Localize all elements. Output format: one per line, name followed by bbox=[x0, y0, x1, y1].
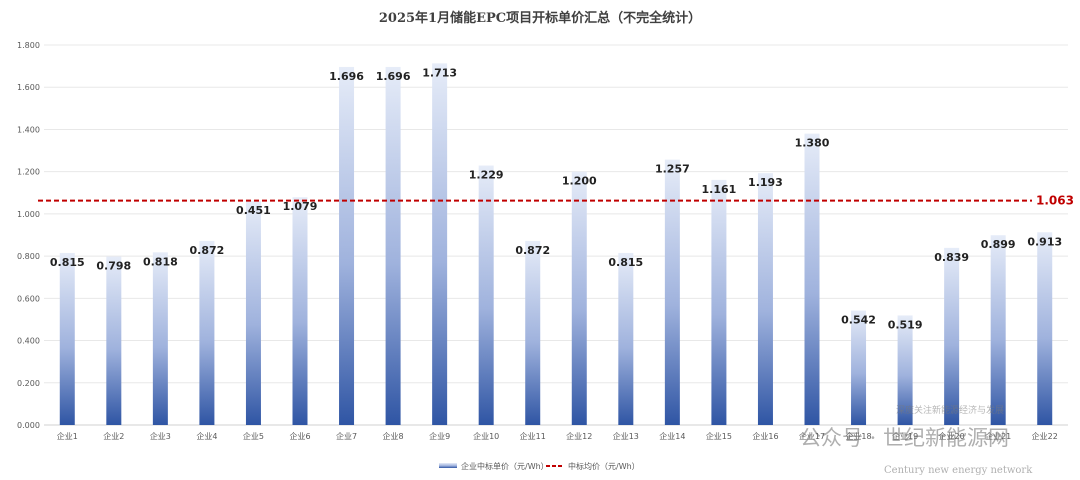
watermark-line-2: Century new energy network bbox=[884, 465, 1033, 476]
bar bbox=[478, 165, 494, 426]
watermark: 公众号 · 世纪新能源网 Century new energy network … bbox=[800, 404, 1033, 476]
legend: 企业中标单价（元/Wh） 中标均价（元/Wh） bbox=[439, 461, 640, 471]
bar bbox=[571, 171, 587, 425]
watermark-line-3: 深度关注新能源经济与发展 bbox=[896, 404, 1004, 416]
watermark-line-1: 公众号 · 世纪新能源网 bbox=[800, 426, 1009, 450]
average-line-group: 1.063 bbox=[38, 194, 1074, 208]
bar bbox=[59, 252, 75, 425]
data-label: 1.257 bbox=[655, 163, 690, 176]
x-tick-label: 企业15 bbox=[706, 431, 732, 441]
y-tick-label: 0.200 bbox=[17, 379, 40, 388]
x-axis-tick-labels: 企业1 企业2 企业3 企业4 企业5 企业6 企业7 企业8 企业9 企业10 企业11 企业12 企… bbox=[57, 431, 1058, 441]
data-label: 1.200 bbox=[562, 175, 597, 188]
x-tick-label: 企业20 bbox=[939, 431, 965, 441]
data-label: 0.519 bbox=[888, 318, 923, 331]
x-tick-label: 企业5 bbox=[243, 431, 264, 441]
x-tick-label: 企业2 bbox=[103, 431, 124, 441]
bar bbox=[292, 197, 308, 425]
gridlines bbox=[44, 44, 1068, 426]
x-tick-label: 企业11 bbox=[520, 431, 546, 441]
data-label: 0.913 bbox=[1027, 235, 1062, 248]
x-tick-label: 企业21 bbox=[985, 431, 1011, 441]
chart-title: 2025年1月储能EPC项目开标单价汇总（不完全统计） bbox=[379, 10, 701, 26]
data-label: 0.815 bbox=[608, 256, 643, 269]
data-label: 0.899 bbox=[981, 238, 1016, 251]
x-tick-label: 企业1 bbox=[57, 431, 78, 441]
bar bbox=[106, 256, 122, 425]
data-label: 0.815 bbox=[50, 256, 85, 269]
data-label: 1.713 bbox=[422, 66, 457, 79]
x-tick-label: 企业3 bbox=[150, 431, 171, 441]
data-label: 0.872 bbox=[515, 244, 550, 257]
average-line-label: 1.063 bbox=[1036, 194, 1074, 208]
data-label: 0.818 bbox=[143, 255, 178, 268]
x-tick-label: 企业14 bbox=[659, 431, 685, 441]
bar bbox=[199, 240, 215, 425]
x-tick-label: 企业8 bbox=[383, 431, 404, 441]
bar bbox=[990, 235, 1006, 425]
bar bbox=[804, 133, 820, 425]
bar bbox=[851, 310, 867, 425]
y-tick-label: 0.000 bbox=[17, 421, 40, 430]
bar bbox=[664, 159, 680, 425]
legend-label-line: 中标均价（元/Wh） bbox=[568, 461, 640, 471]
x-tick-label: 企业6 bbox=[289, 431, 310, 441]
bar bbox=[897, 315, 913, 425]
y-tick-label: 1.000 bbox=[17, 210, 40, 219]
data-label: 1.696 bbox=[329, 70, 364, 83]
legend-label-bar: 企业中标单价（元/Wh） bbox=[461, 461, 549, 471]
data-label: 0.839 bbox=[934, 251, 969, 264]
data-labels: 0.815 0.798 0.818 0.872 0.451 1.079 1.696 1.696… bbox=[50, 66, 1062, 331]
y-axis-tick-labels: 0.000 0.200 0.400 0.600 0.800 1.000 1.200 1.400… bbox=[17, 41, 40, 430]
x-tick-label: 企业10 bbox=[473, 431, 499, 441]
bar bbox=[152, 252, 168, 425]
y-tick-label: 1.200 bbox=[17, 168, 40, 177]
bar bbox=[339, 66, 355, 425]
bar bbox=[385, 66, 401, 425]
x-tick-label: 企业18 bbox=[845, 431, 871, 441]
data-label: 1.229 bbox=[469, 169, 504, 182]
x-tick-label: 企业19 bbox=[892, 431, 918, 441]
data-label: 1.696 bbox=[376, 70, 411, 83]
bars bbox=[59, 63, 1053, 426]
y-tick-label: 1.400 bbox=[17, 125, 40, 134]
bar bbox=[525, 240, 541, 425]
x-tick-label: 企业9 bbox=[429, 431, 450, 441]
data-label: 0.542 bbox=[841, 314, 876, 327]
x-tick-label: 企业22 bbox=[1032, 431, 1058, 441]
x-tick-label: 企业16 bbox=[752, 431, 778, 441]
bar bbox=[432, 63, 448, 425]
bar bbox=[618, 252, 634, 425]
y-tick-label: 0.600 bbox=[17, 294, 40, 303]
data-label: 1.193 bbox=[748, 176, 783, 189]
data-label: 0.798 bbox=[96, 260, 131, 273]
y-tick-label: 1.600 bbox=[17, 83, 40, 92]
y-tick-label: 0.800 bbox=[17, 252, 40, 261]
x-tick-label: 企业17 bbox=[799, 431, 825, 441]
x-tick-label: 企业7 bbox=[336, 431, 357, 441]
legend-swatch-bar bbox=[439, 463, 457, 468]
bar bbox=[711, 179, 727, 425]
bar bbox=[245, 201, 261, 425]
y-tick-label: 1.800 bbox=[17, 41, 40, 50]
data-label: 0.872 bbox=[190, 244, 225, 257]
x-tick-label: 企业13 bbox=[613, 431, 639, 441]
data-label: 1.380 bbox=[795, 137, 830, 150]
bar bbox=[1037, 232, 1053, 425]
data-label: 1.161 bbox=[702, 183, 737, 196]
bar bbox=[757, 173, 773, 425]
x-tick-label: 企业4 bbox=[196, 431, 217, 441]
data-label: 0.451 bbox=[236, 204, 271, 217]
data-label: 1.079 bbox=[283, 200, 318, 213]
bar bbox=[944, 247, 960, 425]
y-tick-label: 0.400 bbox=[17, 337, 40, 346]
x-tick-label: 企业12 bbox=[566, 431, 592, 441]
